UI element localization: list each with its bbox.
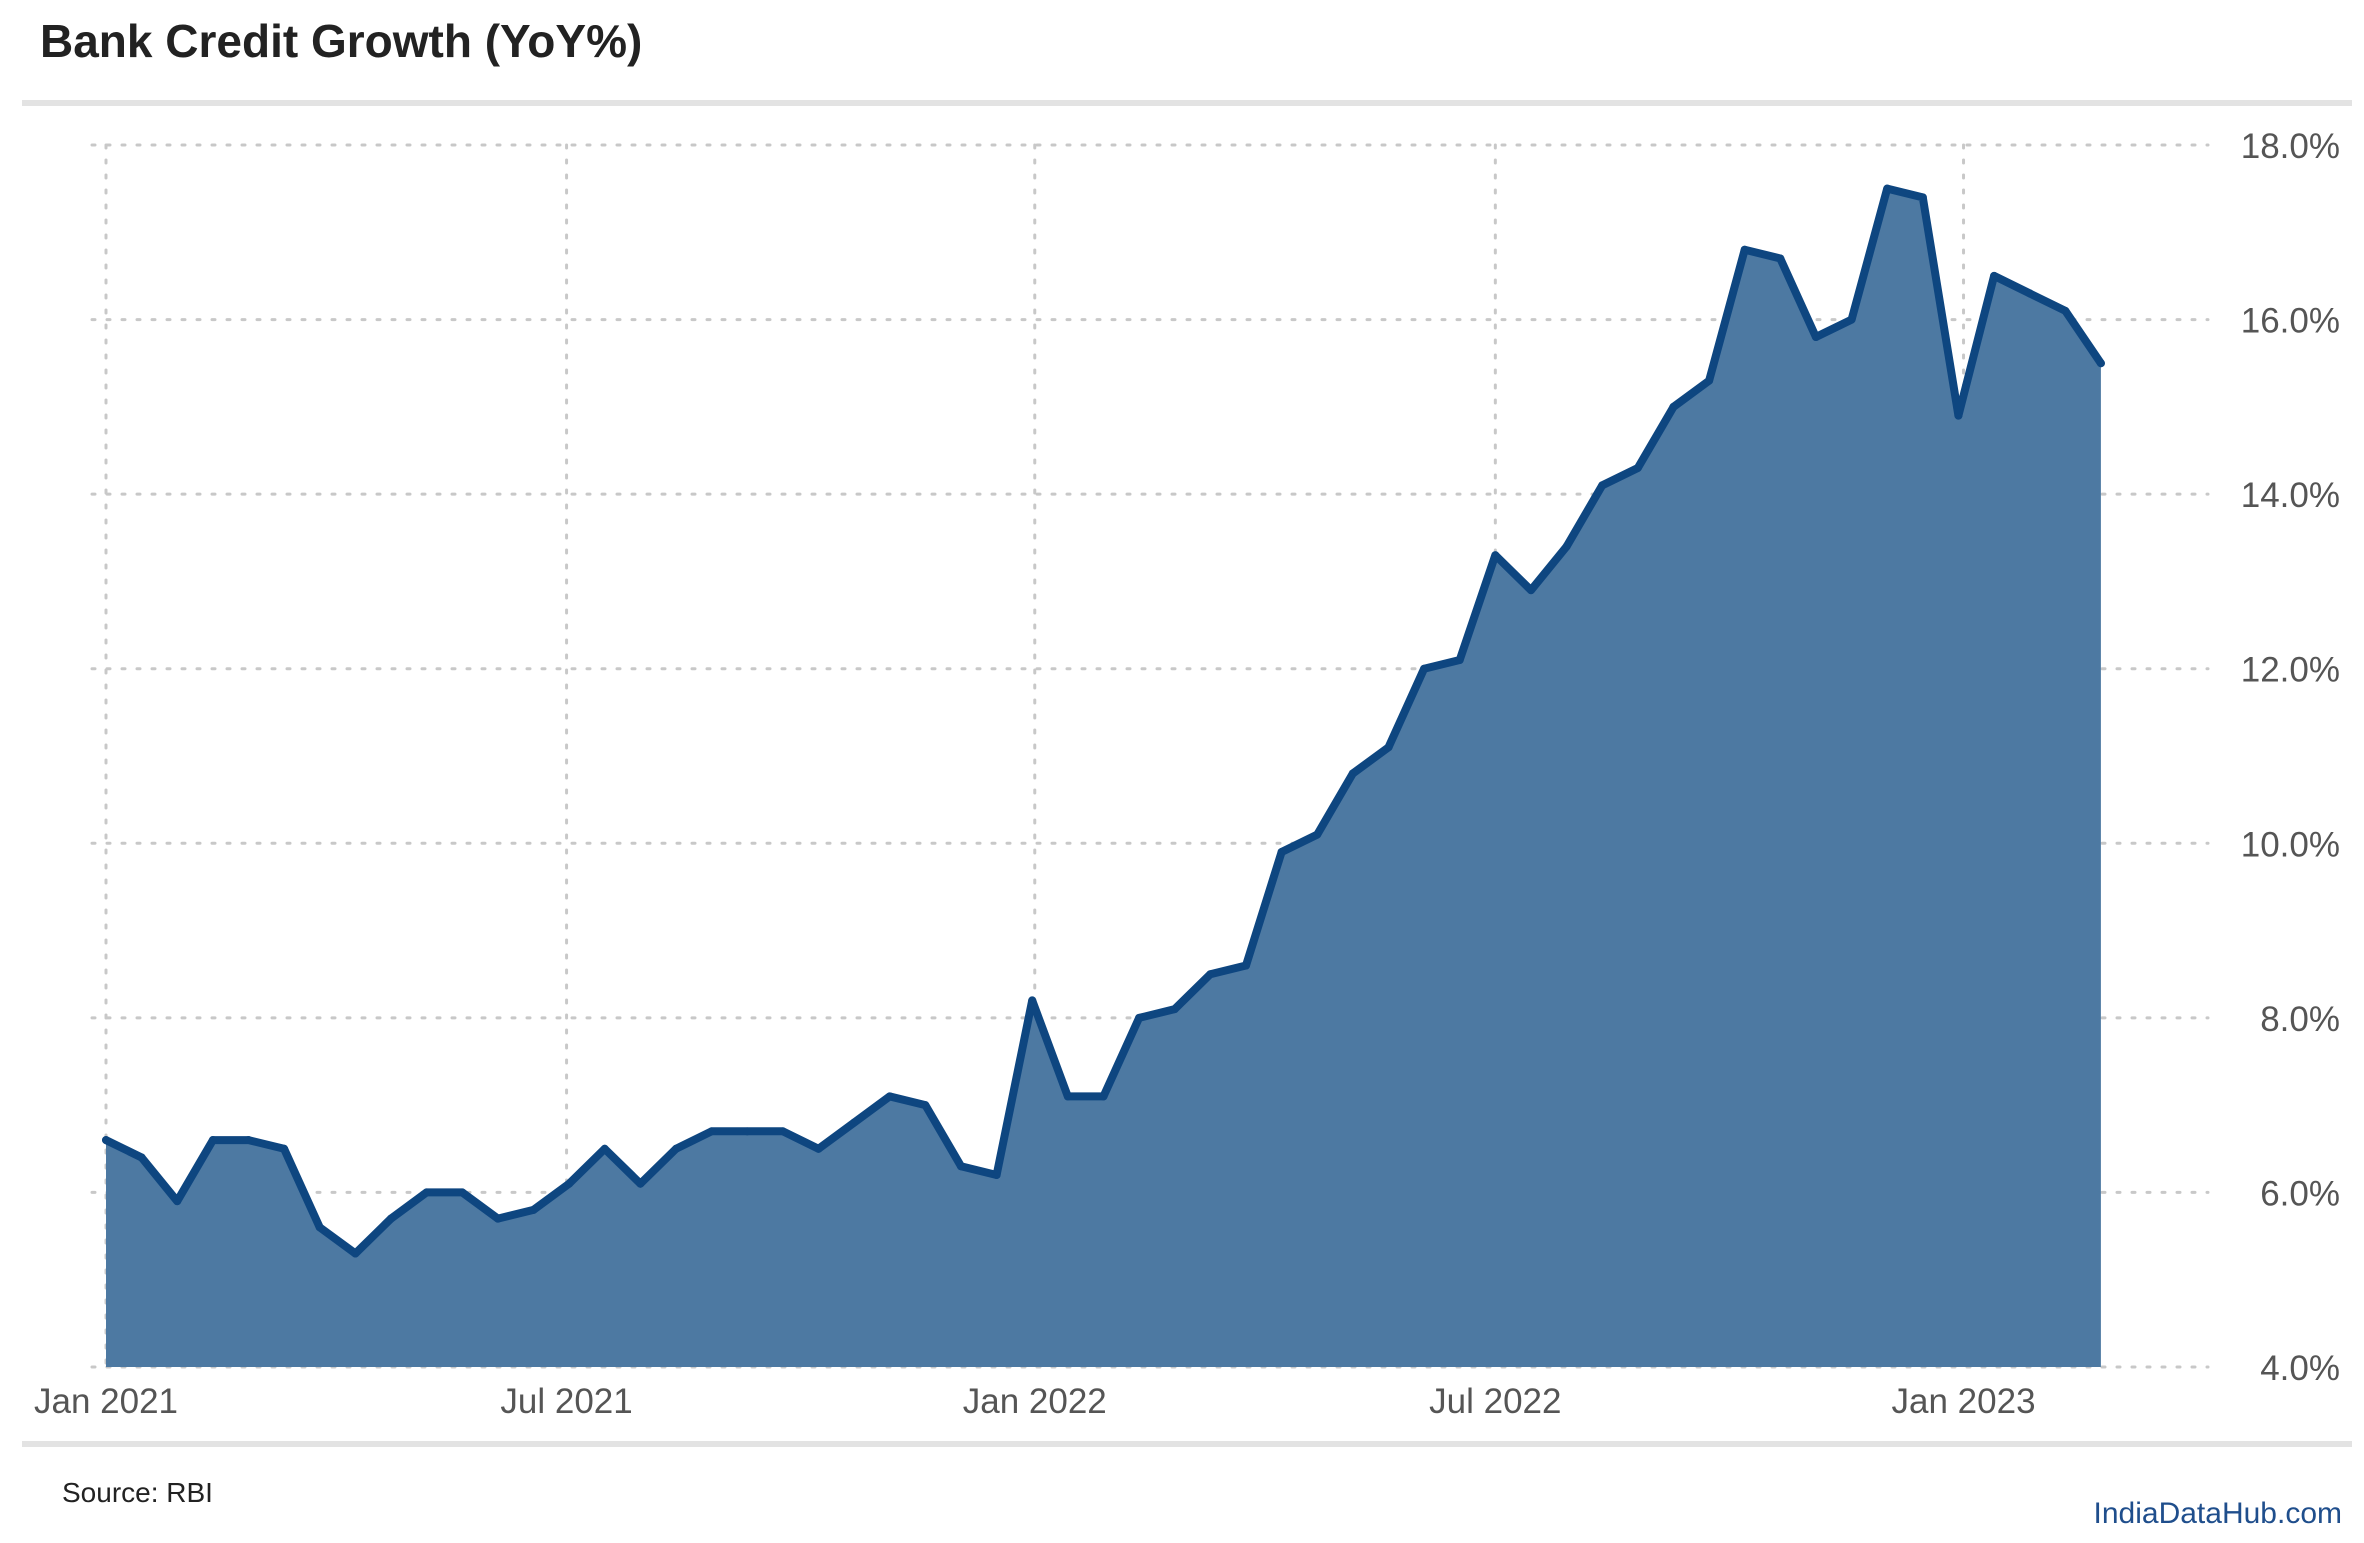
data-point: [814, 1144, 823, 1153]
series-points: [102, 184, 2105, 1258]
data-point: [2025, 289, 2034, 298]
x-tick-label: Jul 2022: [1429, 1382, 1561, 1421]
y-tick-label: 6.0%: [2260, 1174, 2340, 1213]
data-point: [1348, 769, 1357, 778]
data-point: [280, 1144, 289, 1153]
data-point: [208, 1136, 217, 1145]
data-point: [244, 1136, 253, 1145]
chart-area: Jan 2021 Jul 2021 Jan 2022 Jul 2022 Jan 2023…: [34, 127, 2340, 1421]
bottom-divider: [22, 1441, 2352, 1447]
data-point: [1526, 586, 1535, 595]
data-point: [529, 1205, 538, 1214]
data-point: [1598, 481, 1607, 490]
data-point: [1669, 402, 1678, 411]
data-point: [1954, 411, 1963, 420]
data-point: [565, 1179, 574, 1188]
data-point: [173, 1197, 182, 1206]
data-point: [1099, 1092, 1108, 1101]
x-axis-ticks: Jan 2021 Jul 2021 Jan 2022 Jul 2022 Jan 2023: [34, 1382, 2036, 1421]
y-tick-label: 16.0%: [2241, 302, 2340, 341]
data-point: [1277, 848, 1286, 857]
data-point: [1455, 655, 1464, 664]
y-tick-label: 4.0%: [2260, 1349, 2340, 1388]
brand-link[interactable]: IndiaDataHub.com: [2093, 1497, 2342, 1530]
chart-title: Bank Credit Growth (YoY%): [40, 15, 643, 67]
data-point: [1170, 1005, 1179, 1014]
data-point: [1705, 376, 1714, 385]
data-point: [1491, 551, 1500, 560]
data-point: [1776, 254, 1785, 263]
y-tick-label: 18.0%: [2241, 127, 2340, 166]
y-tick-label: 10.0%: [2241, 825, 2340, 864]
data-point: [1241, 961, 1250, 970]
x-tick-label: Jan 2023: [1892, 1382, 2036, 1421]
data-point: [102, 1136, 110, 1145]
data-point: [600, 1144, 609, 1153]
data-point: [850, 1118, 859, 1127]
data-point: [921, 1101, 930, 1110]
y-tick-label: 12.0%: [2241, 651, 2340, 690]
data-point: [1063, 1092, 1072, 1101]
x-tick-label: Jan 2021: [34, 1382, 178, 1421]
data-point: [137, 1153, 146, 1162]
data-point: [992, 1170, 1001, 1179]
top-divider: [22, 100, 2352, 106]
data-point: [1847, 315, 1856, 324]
data-point: [315, 1223, 324, 1232]
data-point: [422, 1188, 431, 1197]
data-point: [1740, 245, 1749, 254]
data-point: [1420, 664, 1429, 673]
data-point: [2061, 306, 2070, 315]
source-note: Source: RBI: [62, 1477, 213, 1508]
data-point: [458, 1188, 467, 1197]
data-point: [885, 1092, 894, 1101]
data-point: [1883, 184, 1892, 193]
data-point: [1918, 193, 1927, 202]
y-tick-label: 14.0%: [2241, 476, 2340, 515]
data-point: [778, 1127, 787, 1136]
data-point: [1990, 271, 1999, 280]
data-point: [956, 1162, 965, 1171]
data-point: [1135, 1013, 1144, 1022]
series-area: [102, 184, 2105, 1368]
data-point: [386, 1214, 395, 1223]
data-point: [1313, 830, 1322, 839]
data-point: [1633, 463, 1642, 472]
area-fill: [106, 188, 2101, 1368]
y-axis-ticks: 4.0% 6.0% 8.0% 10.0% 12.0% 14.0% 16.0% 18.0%: [2241, 127, 2340, 1388]
x-tick-label: Jul 2021: [500, 1382, 632, 1421]
data-point: [2096, 359, 2105, 368]
y-tick-label: 8.0%: [2260, 1000, 2340, 1039]
data-point: [636, 1179, 645, 1188]
data-point: [493, 1214, 502, 1223]
data-point: [1028, 996, 1037, 1005]
data-point: [743, 1127, 752, 1136]
data-point: [671, 1144, 680, 1153]
data-point: [351, 1249, 360, 1258]
data-point: [1206, 970, 1215, 979]
x-tick-label: Jan 2022: [963, 1382, 1107, 1421]
data-point: [1811, 333, 1820, 342]
data-point: [1384, 743, 1393, 752]
data-point: [707, 1127, 716, 1136]
data-point: [1562, 542, 1571, 551]
